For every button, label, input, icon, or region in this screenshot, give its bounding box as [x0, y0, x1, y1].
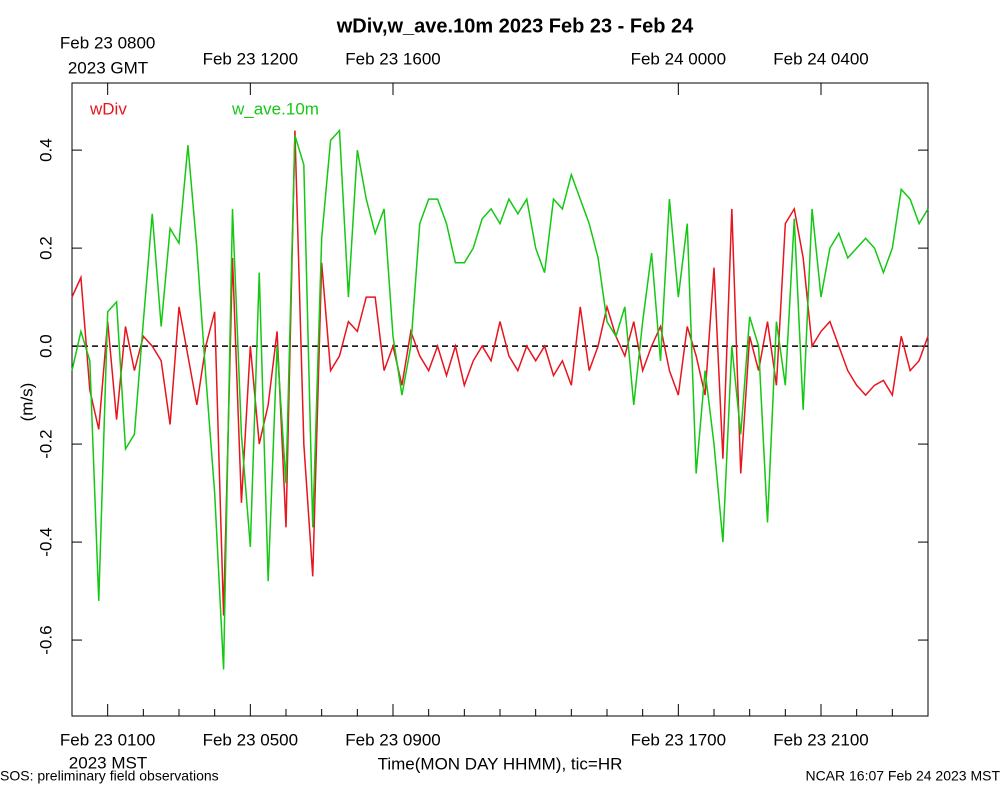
y-tick-label: 0.2	[36, 236, 55, 260]
legend-label: w_ave.10m	[231, 99, 319, 118]
x-tick-label: Feb 23 0500	[203, 730, 298, 749]
top-x-unit-label: 2023 GMT	[68, 58, 148, 77]
y-tick-label: -0.6	[36, 625, 55, 654]
top-x-tick-label: Feb 24 0400	[773, 49, 868, 68]
x-tick-label: Feb 23 2100	[773, 730, 868, 749]
top-x-tick-label: Feb 24 0000	[631, 49, 726, 68]
legend-label: wDiv	[89, 99, 127, 118]
x-tick-label: Feb 23 0900	[345, 730, 440, 749]
top-x-tick-label: Feb 23 1600	[345, 49, 440, 68]
x-axis-label: Time(MON DAY HHMM), tic=HR	[378, 754, 623, 773]
footer-left: SOS: preliminary field observations	[0, 768, 219, 784]
top-x-tick-label: Feb 23 0800	[60, 33, 155, 52]
top-x-tick-label: Feb 23 1200	[203, 49, 298, 68]
plot-frame	[71, 82, 929, 717]
series-line	[71, 128, 929, 670]
x-tick-label: Feb 23 0100	[60, 730, 155, 749]
series-line	[71, 130, 929, 616]
y-tick-label: 0.0	[36, 334, 55, 358]
footer-right: NCAR 16:07 Feb 24 2023 MST	[805, 768, 1000, 784]
y-tick-label: -0.4	[36, 527, 55, 556]
y-tick-label: -0.2	[36, 429, 55, 458]
x-unit-label: 2023 MST	[69, 753, 147, 772]
x-tick-label: Feb 23 1700	[631, 730, 726, 749]
y-tick-label: 0.4	[36, 138, 55, 162]
y-axis-label: (m/s)	[17, 383, 36, 422]
chart-title: wDiv,w_ave.10m 2023 Feb 23 - Feb 24	[336, 15, 694, 37]
